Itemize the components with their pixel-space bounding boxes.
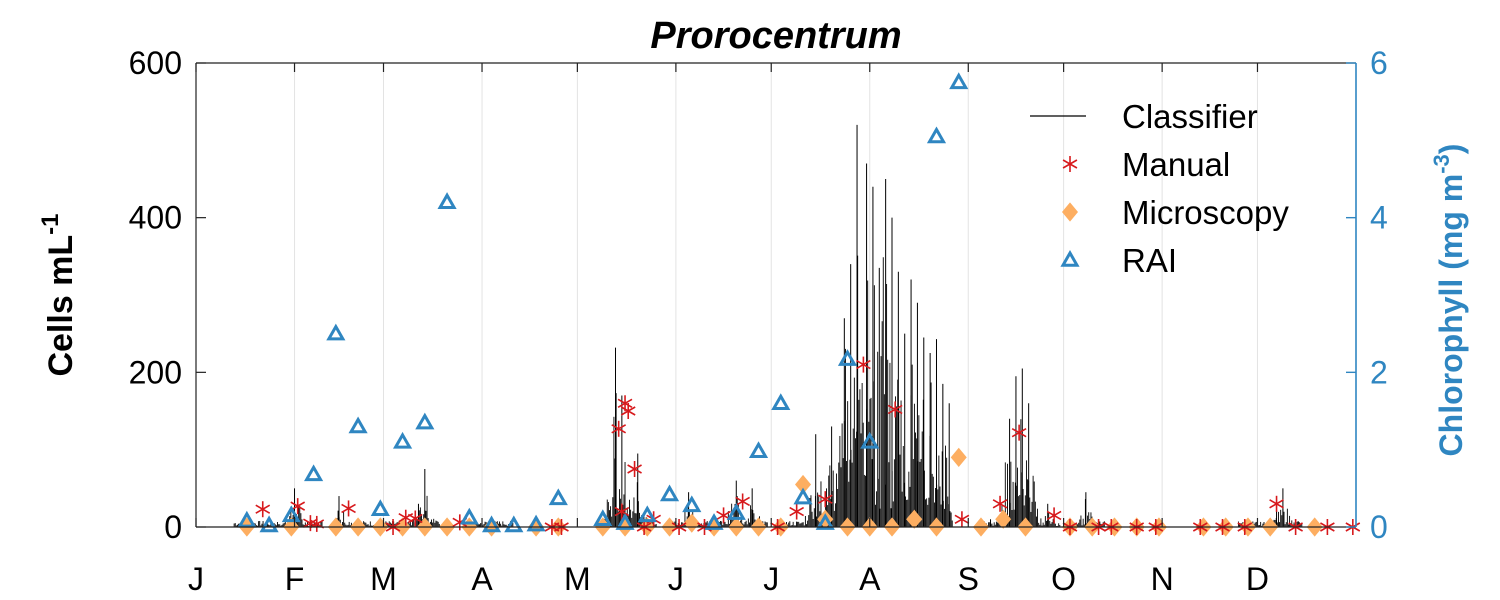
manual-point bbox=[735, 493, 750, 510]
manual-point bbox=[992, 495, 1008, 512]
legend-swatch-manual bbox=[1062, 156, 1078, 172]
left-y-axis-label: Cells mL-1 bbox=[37, 213, 80, 376]
x-tick-label: D bbox=[1246, 561, 1269, 597]
rai-point bbox=[837, 349, 858, 366]
manual-point bbox=[614, 503, 630, 520]
rai-point bbox=[437, 192, 457, 209]
rai-point bbox=[304, 464, 324, 482]
marker-series bbox=[237, 72, 1361, 537]
rai-point bbox=[237, 510, 257, 528]
left-y-tick-label: 0 bbox=[164, 509, 182, 545]
manual-point bbox=[1046, 507, 1062, 524]
chart-title: Prorocentrum bbox=[650, 15, 901, 57]
rai-point bbox=[348, 416, 368, 434]
x-tick-label: S bbox=[958, 561, 979, 597]
x-tick-label: F bbox=[285, 561, 305, 597]
microscopy-point bbox=[683, 513, 700, 533]
manual-point bbox=[407, 510, 423, 527]
rai-point bbox=[860, 431, 880, 449]
microscopy-point bbox=[795, 474, 812, 495]
manual-point bbox=[341, 500, 356, 517]
manual-point bbox=[954, 511, 970, 528]
x-tick-label: J bbox=[668, 561, 684, 597]
classifier-series bbox=[233, 124, 1303, 527]
rai-point bbox=[326, 323, 346, 341]
rai-point bbox=[704, 513, 724, 530]
left-y-tick-label: 200 bbox=[129, 354, 182, 390]
x-tick-label: J bbox=[763, 561, 779, 597]
left-y-tick-label: 600 bbox=[129, 45, 182, 81]
legend-swatch-microscopy bbox=[1062, 202, 1078, 222]
x-tick-label: O bbox=[1051, 561, 1076, 597]
right-y-axis-label: Chlorophyll (mg m-3) bbox=[1429, 144, 1469, 457]
rai-point bbox=[459, 507, 479, 525]
right-y-tick-label: 6 bbox=[1370, 45, 1388, 81]
manual-point bbox=[1011, 424, 1027, 441]
rai-point bbox=[793, 487, 813, 505]
rai-point bbox=[593, 509, 613, 527]
rai-point bbox=[659, 484, 680, 502]
legend-label: RAI bbox=[1122, 242, 1177, 279]
rai-point bbox=[415, 412, 435, 430]
rai-point bbox=[526, 514, 546, 532]
legend-item-microscopy: Microscopy bbox=[1062, 194, 1289, 231]
legend: Classifier Manual Microscopy RAI bbox=[1030, 98, 1289, 279]
manual-point bbox=[1269, 495, 1284, 512]
legend-label: Classifier bbox=[1122, 98, 1258, 135]
rai-point bbox=[392, 431, 413, 449]
x-tick-label: M bbox=[370, 561, 397, 597]
legend-item-rai: RAI bbox=[1060, 242, 1177, 279]
rai-point bbox=[748, 441, 769, 458]
microscopy-point bbox=[950, 447, 967, 467]
rai-point bbox=[504, 515, 524, 533]
rai-point bbox=[771, 393, 791, 411]
legend-label: Manual bbox=[1122, 146, 1230, 183]
manual-point bbox=[856, 356, 871, 373]
rai-point bbox=[259, 515, 279, 533]
x-tick-label: J bbox=[188, 561, 204, 597]
right-y-tick-label: 2 bbox=[1370, 354, 1388, 390]
manual-point bbox=[627, 461, 642, 477]
x-tick-label: N bbox=[1151, 561, 1174, 597]
legend-swatch-rai bbox=[1060, 249, 1080, 267]
x-tick-label: M bbox=[564, 561, 591, 597]
rai-point bbox=[370, 499, 390, 516]
manual-point bbox=[611, 420, 627, 437]
manual-point bbox=[817, 491, 833, 508]
right-y-tick-label: 0 bbox=[1370, 509, 1388, 545]
microscopy-point bbox=[906, 509, 923, 529]
rai-point bbox=[615, 513, 635, 530]
grid-lines bbox=[294, 63, 1258, 527]
x-tick-label: A bbox=[471, 561, 493, 597]
legend-label: Microscopy bbox=[1122, 194, 1289, 231]
rai-point bbox=[949, 72, 969, 90]
rai-point bbox=[682, 495, 702, 513]
rai-point bbox=[726, 503, 746, 520]
rai-point bbox=[637, 505, 657, 523]
rai-point bbox=[281, 505, 301, 523]
legend-item-manual: Manual bbox=[1062, 146, 1230, 183]
manual-point bbox=[255, 501, 271, 518]
axes: J F M A M J J A S O N D 0 200 400 600 0 2 4 6 Cells mL-1 Chlo… bbox=[37, 45, 1469, 597]
x-tick-label: A bbox=[859, 561, 881, 597]
microscopy-point bbox=[995, 509, 1012, 529]
manual-point bbox=[789, 503, 805, 520]
legend-item-classifier: Classifier bbox=[1030, 98, 1258, 135]
rai-point bbox=[481, 515, 502, 533]
rai-point bbox=[815, 513, 835, 530]
manual-point bbox=[887, 401, 903, 418]
manual-point bbox=[620, 403, 636, 419]
right-y-tick-label: 4 bbox=[1370, 200, 1388, 236]
rai-point bbox=[548, 488, 568, 506]
rai-point bbox=[926, 126, 947, 144]
left-y-tick-label: 400 bbox=[129, 200, 182, 236]
